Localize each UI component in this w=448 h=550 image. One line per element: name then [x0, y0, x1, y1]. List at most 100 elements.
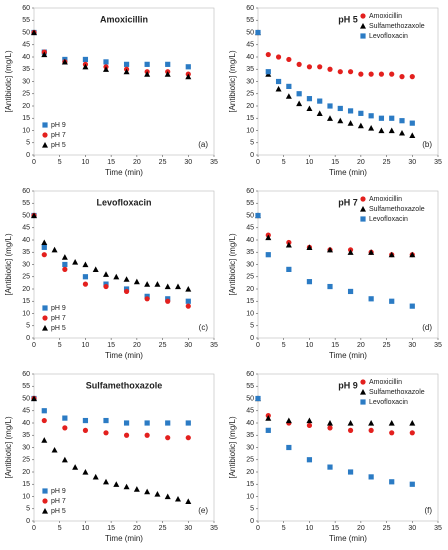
marker: [154, 281, 161, 287]
marker: [347, 120, 354, 126]
marker: [123, 420, 130, 426]
y-tick-label: 0: [250, 518, 254, 525]
marker: [72, 464, 79, 470]
y-tick-label: 40: [22, 237, 30, 244]
x-tick-label: 35: [210, 159, 218, 166]
marker: [306, 279, 313, 285]
marker: [378, 127, 385, 134]
marker: [317, 98, 323, 104]
marker: [103, 417, 109, 424]
y-tick-label: 55: [246, 17, 254, 24]
y-tick-label: 50: [22, 29, 30, 36]
y-axis-label: [Antibiotic] (mg/L): [4, 233, 13, 296]
legend-marker: [360, 13, 366, 19]
y-tick-label: 10: [22, 127, 30, 134]
y-tick-label: 60: [246, 371, 254, 378]
marker: [165, 298, 171, 304]
panel-title: Levofloxacin: [96, 197, 151, 207]
marker: [61, 456, 68, 463]
y-tick-label: 5: [250, 140, 254, 147]
x-tick-label: 10: [306, 342, 314, 349]
panel-title: Sulfamethoxazole: [86, 380, 163, 390]
marker: [368, 296, 374, 302]
marker: [389, 430, 395, 436]
marker: [358, 110, 364, 116]
x-axis-label: Time (min): [329, 534, 367, 543]
marker: [31, 395, 37, 402]
x-tick-label: 15: [331, 525, 339, 532]
marker: [286, 266, 292, 272]
marker: [265, 234, 272, 241]
x-tick-label: 30: [184, 525, 192, 532]
y-tick-label: 25: [22, 457, 30, 464]
marker: [368, 249, 375, 255]
marker: [357, 122, 364, 129]
marker: [62, 415, 68, 421]
y-tick-label: 20: [22, 103, 30, 110]
panel-title: Amoxicillin: [100, 14, 148, 24]
legend-marker: [42, 315, 48, 321]
marker: [368, 474, 374, 480]
y-tick-label: 45: [246, 225, 254, 232]
marker: [82, 417, 89, 424]
x-tick-label: 10: [82, 342, 90, 349]
marker: [306, 244, 313, 250]
marker: [327, 66, 333, 72]
marker: [347, 469, 354, 475]
legend-marker: [42, 305, 48, 311]
marker: [409, 420, 416, 426]
marker: [175, 283, 181, 290]
marker: [82, 281, 89, 287]
marker: [72, 259, 79, 265]
marker: [337, 69, 343, 75]
marker: [409, 303, 415, 309]
legend-label: pH 5: [51, 142, 66, 149]
marker: [62, 261, 68, 268]
x-tick-label: 15: [107, 159, 115, 166]
marker: [337, 105, 343, 112]
y-tick-label: 0: [26, 152, 30, 159]
marker: [144, 488, 151, 495]
x-tick-label: 0: [256, 159, 260, 166]
x-axis-label: Time (min): [329, 351, 367, 360]
marker: [31, 29, 37, 36]
x-tick-label: 35: [434, 159, 442, 166]
marker: [306, 417, 313, 424]
marker: [399, 74, 405, 80]
plot-frame: [257, 373, 439, 522]
x-tick-label: 25: [159, 159, 167, 166]
marker: [185, 298, 191, 304]
marker: [123, 432, 130, 438]
y-tick-label: 60: [22, 188, 30, 195]
marker: [265, 69, 271, 75]
marker: [62, 425, 68, 431]
marker: [144, 71, 151, 77]
panel-label: (b): [422, 140, 432, 149]
marker: [399, 118, 405, 124]
y-tick-label: 20: [246, 103, 254, 110]
marker: [255, 395, 261, 402]
legend-label: Sulfamethozaxole: [369, 23, 425, 30]
marker: [306, 457, 313, 463]
y-tick-label: 35: [22, 249, 30, 256]
marker: [296, 91, 302, 97]
x-tick-label: 30: [408, 159, 416, 166]
marker: [185, 73, 192, 80]
marker: [389, 71, 395, 77]
legend-marker: [42, 498, 48, 504]
panel: 0 5 10 15 20 25 30 35 40 45 50 55 60 0 5 10 15 20 25 30 35 Ti…: [228, 188, 442, 360]
marker: [347, 108, 354, 114]
y-tick-label: 55: [22, 17, 30, 24]
panel-label: (e): [198, 506, 208, 515]
marker: [185, 64, 191, 70]
y-tick-label: 60: [22, 371, 30, 378]
legend-label: pH 9: [51, 488, 66, 495]
x-axis-label: Time (min): [105, 534, 143, 543]
x-axis-label: Time (min): [329, 168, 367, 177]
legend-label: pH 9: [51, 305, 66, 312]
panel-title: pH 9: [338, 380, 358, 390]
marker: [41, 51, 48, 58]
marker: [144, 281, 151, 287]
